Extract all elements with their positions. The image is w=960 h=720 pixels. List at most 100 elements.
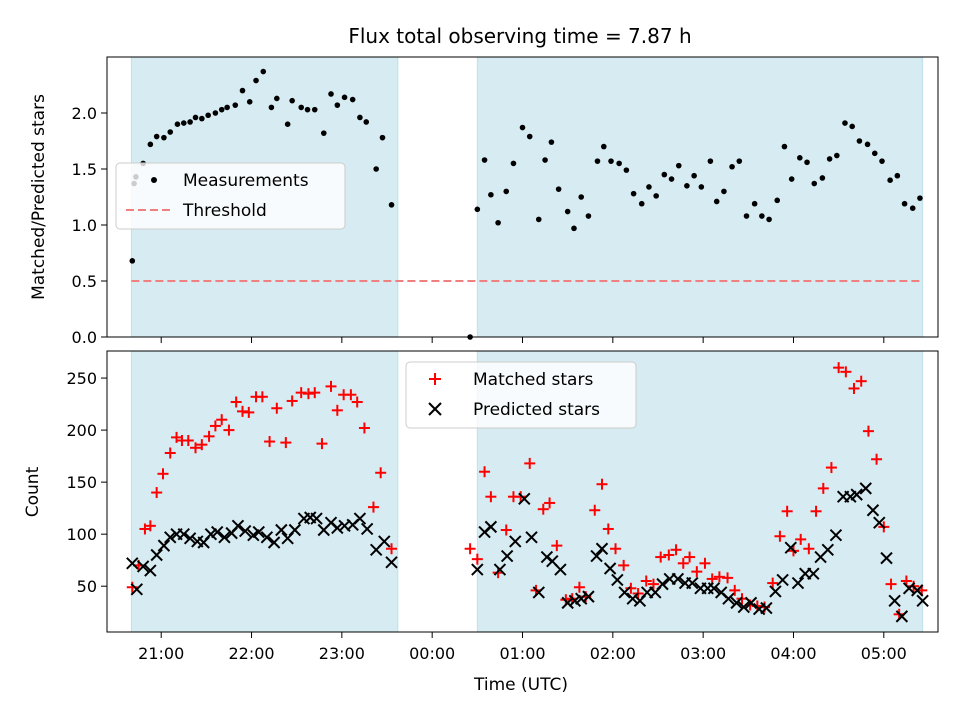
matched-star-point (625, 582, 637, 594)
top-y-axis-label: Matched/Predicted stars (29, 94, 49, 300)
measurement-point (684, 183, 690, 189)
predicted-star-point (353, 512, 367, 525)
measurement-point (887, 177, 893, 183)
measurement-point (917, 195, 923, 201)
predicted-star-point (532, 586, 545, 599)
predicted-star-point (911, 584, 924, 597)
legend-predicted-label: Predicted stars (473, 400, 600, 420)
matched-star-point (280, 437, 292, 449)
bottom-x-axis: 21:00 22:00 23:00 00:00 01:00 02:00 03:00 04:00… (138, 632, 907, 663)
predicted-star-point (821, 543, 835, 556)
measurement-point (849, 123, 855, 130)
measurement-point (180, 120, 187, 126)
top-ytick-label: 0.0 (72, 328, 97, 347)
xtick-label: 02:00 (590, 644, 636, 663)
matched-star-point (871, 453, 883, 465)
matched-star-point (515, 491, 527, 503)
measurement-point (542, 157, 548, 163)
matched-star-point (573, 581, 585, 593)
predicted-star-point (484, 520, 498, 534)
matched-star-point (722, 572, 734, 584)
measurement-point (246, 99, 253, 105)
measurement-point (304, 106, 311, 113)
measurement-point (192, 114, 199, 121)
bottom-panel-plot-area: 50 100 150 200 250 21:00 22:00 23:00 00:00 01:00… (23, 350, 939, 695)
predicted-star-point (873, 516, 886, 529)
measurement-point (834, 152, 840, 159)
matched-star-point (182, 435, 194, 447)
predicted-star-point (656, 577, 669, 591)
matched-stars-series (126, 362, 928, 620)
matched-star-point (230, 396, 242, 408)
predicted-star-point (144, 564, 157, 577)
matched-star-point (537, 503, 549, 515)
matched-star-point (144, 520, 156, 532)
matched-star-point (216, 414, 228, 426)
measurement-point (129, 258, 136, 264)
measurement-point (661, 171, 668, 178)
measurement-point (298, 104, 305, 111)
matched-star-point (524, 457, 536, 469)
predicted-star-point (554, 563, 567, 576)
matched-star-point (655, 551, 667, 563)
measurement-point (373, 166, 379, 172)
matched-star-point (647, 578, 659, 590)
matched-star-point (316, 438, 328, 450)
matched-star-point (271, 402, 283, 414)
measurement-point (585, 213, 592, 219)
measurement-point (268, 104, 275, 111)
measurement-point (232, 102, 239, 108)
measurement-point (334, 102, 341, 108)
matched-star-point (386, 543, 398, 555)
matched-star-point (302, 388, 314, 400)
predicted-star-point (218, 531, 231, 544)
measurement-point (535, 216, 542, 223)
matched-star-point (803, 543, 815, 555)
predicted-star-point (275, 523, 288, 537)
matched-star-point (157, 468, 169, 480)
predicted-star-point (888, 594, 901, 607)
matched-star-point (729, 584, 741, 596)
predicted-star-point (525, 531, 538, 544)
measurement-point (555, 186, 562, 192)
predicted-star-point (310, 512, 323, 525)
measurement-point (481, 157, 488, 163)
predicted-star-point (575, 592, 588, 605)
predicted-star-point (603, 562, 617, 575)
measurement-point (474, 206, 481, 213)
predicted-star-point (150, 548, 163, 562)
predicted-star-point (252, 525, 265, 539)
predicted-star-point (744, 596, 758, 610)
predicted-star-point (829, 529, 843, 542)
predicted-star-point (493, 563, 507, 576)
matched-star-point (551, 540, 563, 552)
bottom-y-axis-label: Count (23, 466, 43, 517)
predicted-star-point (177, 527, 190, 541)
matched-star-point (375, 467, 387, 479)
xtick-label: 04:00 (770, 644, 816, 663)
measurement-point (691, 172, 697, 179)
predicted-star-point (618, 586, 631, 599)
predicted-star-point (916, 594, 929, 607)
matched-star-point (479, 466, 491, 478)
matched-star-point (840, 366, 852, 378)
xtick-label: 01:00 (499, 644, 545, 663)
legend-matched-label: Matched stars (473, 370, 593, 390)
predicted-stars-series (126, 482, 929, 623)
measurement-point (161, 134, 167, 141)
measurement-point (646, 184, 652, 190)
matched-star-point (203, 430, 215, 442)
measurement-point (804, 159, 810, 166)
measurement-point (729, 163, 735, 170)
top-ytick-label: 2.0 (72, 104, 97, 123)
measurement-point (713, 198, 720, 205)
measurement-point (653, 193, 659, 199)
predicted-star-point (157, 539, 171, 552)
measurement-point (638, 200, 645, 207)
matched-star-point (817, 482, 829, 494)
matched-star-point (190, 442, 202, 454)
predicted-star-point (776, 573, 789, 587)
measurement-point (668, 176, 675, 182)
x-axis-label: Time (UTC) (473, 675, 568, 695)
predicted-star-point (509, 535, 522, 548)
